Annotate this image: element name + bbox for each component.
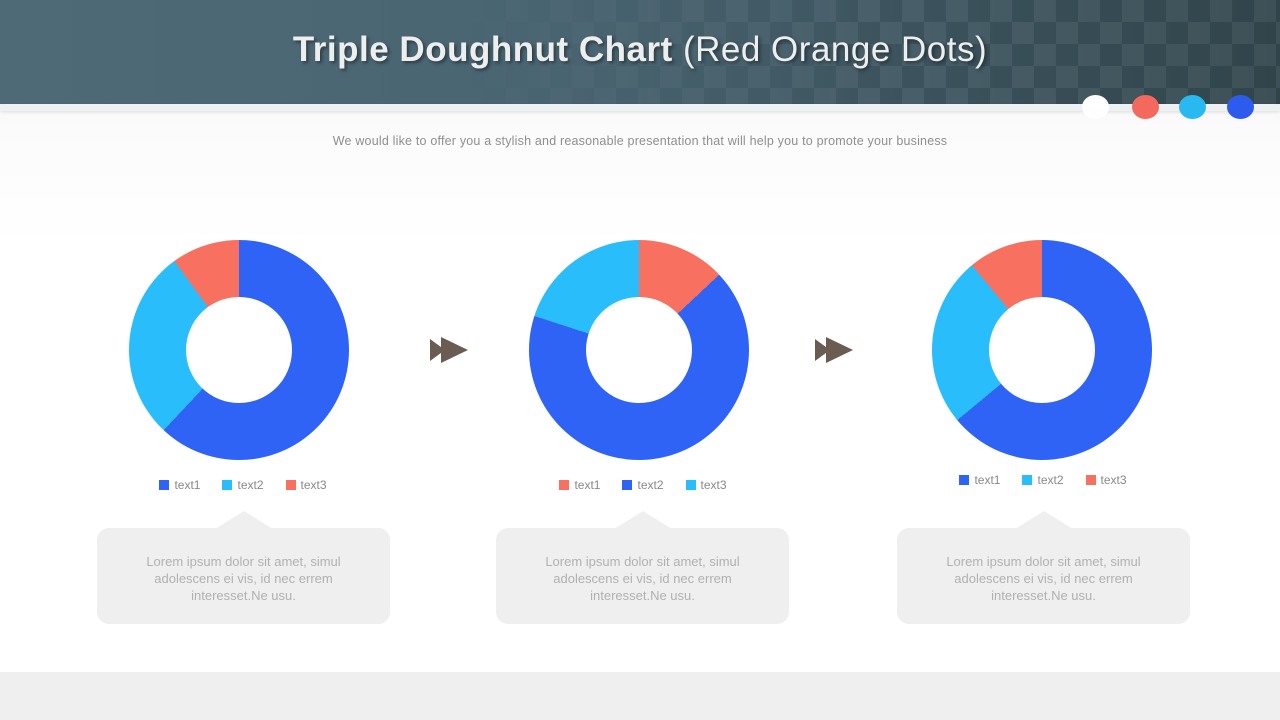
forward-arrow-icon: [815, 337, 853, 363]
caption-box-3: Lorem ipsum dolor sit amet, simul adoles…: [897, 511, 1190, 624]
legend-item: text3: [685, 478, 727, 492]
legend-item: text1: [559, 478, 600, 492]
legend-label: text1: [574, 478, 601, 492]
legend-swatch: [159, 480, 170, 490]
doughnut-hole: [989, 297, 1095, 403]
legend-swatch: [559, 480, 570, 490]
legend-label: text2: [1037, 473, 1064, 487]
legend-label: text1: [174, 478, 201, 492]
legend-swatch: [622, 480, 633, 490]
legend-chart-3: text1 text2 text3: [896, 473, 1190, 487]
decor-dot-white: [1082, 95, 1109, 119]
doughnut-chart-3: [932, 240, 1152, 460]
legend-chart-2: text1 text2 text3: [496, 478, 790, 492]
legend-label: text3: [300, 478, 327, 492]
legend-swatch: [222, 480, 233, 490]
legend-swatch: [285, 480, 296, 490]
legend-label: text2: [637, 478, 664, 492]
legend-item: text1: [959, 473, 1000, 487]
legend-chart-1: text1 text2 text3: [96, 478, 390, 492]
legend-label: text3: [1100, 473, 1127, 487]
legend-label: text1: [974, 473, 1001, 487]
header-banner: [0, 0, 1280, 104]
decor-dot-cyan: [1179, 95, 1206, 119]
doughnut-chart-2: [529, 240, 749, 460]
forward-arrow-icon: [430, 337, 468, 363]
caption-text: Lorem ipsum dolor sit amet, simul adoles…: [146, 554, 341, 603]
legend-item: text2: [1022, 473, 1064, 487]
legend-swatch: [959, 475, 970, 485]
legend-item: text1: [159, 478, 200, 492]
doughnut-hole: [586, 297, 692, 403]
intro-text: We would like to offer you a stylish and…: [332, 134, 948, 148]
slide-title-bold: Triple Doughnut Chart: [292, 30, 673, 69]
legend-label: text2: [237, 478, 264, 492]
caption-box-2: Lorem ipsum dolor sit amet, simul adoles…: [496, 511, 789, 624]
caption-text: Lorem ipsum dolor sit amet, simul adoles…: [545, 554, 740, 603]
caption-box-1: Lorem ipsum dolor sit amet, simul adoles…: [97, 511, 390, 624]
slide-title-light: (Red Orange Dots): [672, 30, 988, 69]
legend-swatch: [1022, 475, 1033, 485]
doughnut-chart-1: [129, 240, 349, 460]
footer-strip: [0, 672, 1280, 720]
legend-item: text3: [1085, 473, 1127, 487]
header-divider: [0, 104, 1280, 111]
decor-dot-blue: [1227, 95, 1254, 119]
legend-label: text3: [700, 478, 727, 492]
legend-item: text2: [622, 478, 664, 492]
legend-item: text3: [285, 478, 327, 492]
decor-dot-red: [1132, 95, 1159, 119]
caption-text: Lorem ipsum dolor sit amet, simul adoles…: [946, 554, 1141, 603]
slide-title: Triple Doughnut Chart (Red Orange Dots): [0, 30, 1280, 70]
legend-swatch: [685, 480, 696, 490]
legend-item: text2: [222, 478, 264, 492]
legend-swatch: [1085, 475, 1096, 485]
doughnut-hole: [186, 297, 292, 403]
